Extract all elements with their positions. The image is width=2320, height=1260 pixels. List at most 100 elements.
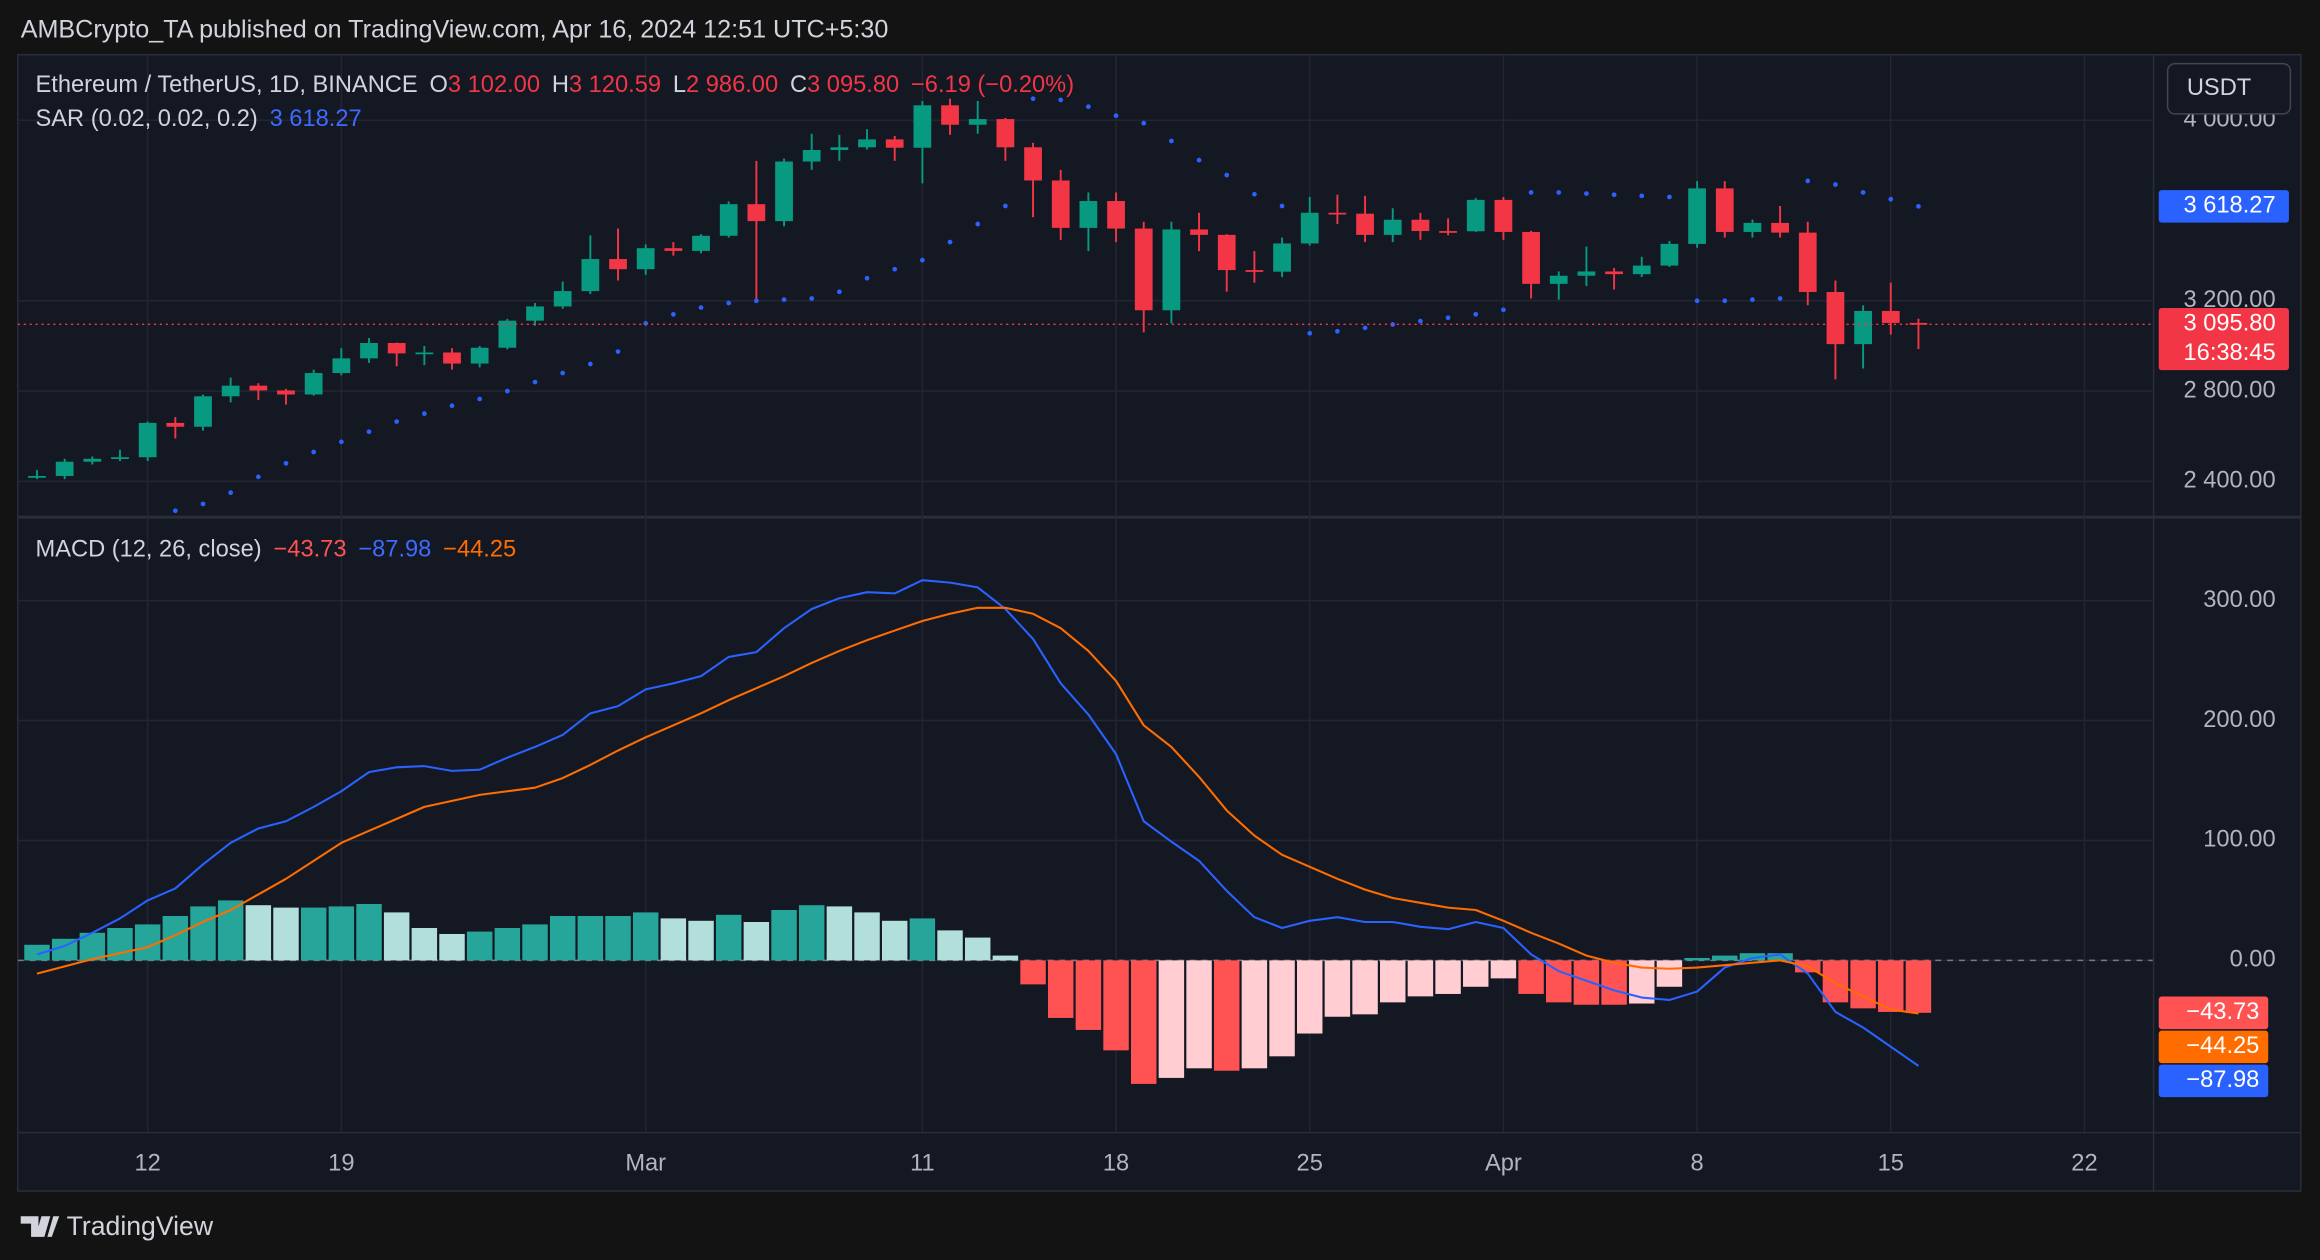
legend: Ethereum / TetherUS, 1D, BINANCE O3 102.0…	[36, 72, 1075, 563]
currency-button[interactable]: USDT	[2166, 62, 2292, 115]
candle-body	[1300, 212, 1319, 244]
sar-dot	[449, 403, 455, 409]
sar-value: 3 618.27	[270, 106, 362, 132]
candle-body	[1328, 212, 1347, 215]
sar-dot	[587, 361, 593, 367]
sar-dot	[200, 501, 206, 507]
sar-dot	[1805, 178, 1811, 184]
candle-body	[553, 291, 572, 307]
sar-dot	[1777, 296, 1783, 301]
candle-body	[470, 347, 489, 364]
x-tick-label: 8	[1691, 1151, 1704, 1177]
currency-button-frame[interactable]	[2166, 62, 2292, 115]
candle-body	[1577, 271, 1596, 276]
sar-dot	[1694, 298, 1700, 304]
macd-pane	[17, 579, 2153, 1084]
sar-dot	[809, 296, 815, 301]
histogram-bar	[743, 921, 770, 961]
sar-dot	[504, 388, 510, 394]
sar-dot	[1473, 311, 1479, 317]
x-tick-label: 12	[134, 1151, 160, 1177]
change-value: −6.19 (−0.20%)	[911, 72, 1074, 98]
sar-dot	[1750, 297, 1755, 303]
candle-body	[55, 461, 74, 476]
ohlc-key: O	[430, 72, 448, 98]
histogram-bar	[1241, 960, 1268, 1069]
brand: TradingView	[20, 1211, 214, 1241]
macd-tag	[2158, 1064, 2269, 1098]
candle-body	[1051, 180, 1070, 228]
candle-body	[1162, 229, 1181, 311]
candle-body	[1605, 271, 1623, 275]
histogram-bar	[964, 937, 991, 961]
sar-dot	[172, 508, 178, 514]
price-tags: 3 618.27 3 095.80 16:38:45 −43.73 −44.25 −87.…	[2158, 190, 2289, 1098]
sar-dot	[1528, 190, 1534, 195]
candle-body	[747, 204, 766, 222]
macd-tag	[2158, 1030, 2269, 1064]
macd-line	[36, 579, 1920, 1067]
sar-dot	[1916, 204, 1921, 209]
ohlc-value: 3 095.80	[807, 72, 899, 98]
sar-dot	[338, 439, 344, 445]
sar-dot	[1445, 315, 1451, 321]
histogram-bar	[1020, 960, 1046, 985]
macd-tag-label: −44.25	[2186, 1033, 2259, 1059]
histogram-bar	[245, 905, 272, 961]
sar-dot	[1362, 325, 1368, 331]
histogram-bar	[411, 927, 438, 961]
candle-body	[1854, 310, 1872, 345]
histogram-bar	[466, 931, 493, 961]
candle-body	[166, 422, 185, 427]
y-tick-label: 100.00	[2203, 827, 2275, 853]
countdown-label: 16:38:45	[2184, 340, 2276, 366]
sar-tag-label: 3 618.27	[2184, 193, 2276, 219]
candle-body	[609, 259, 627, 270]
currency-label[interactable]: USDT	[2187, 75, 2251, 101]
sar-dot	[892, 266, 898, 272]
macd-tag-label: −43.73	[2186, 999, 2259, 1025]
sar-dot	[1556, 190, 1562, 195]
sar-dot	[1224, 172, 1230, 178]
y-tick-label: 2 800.00	[2184, 377, 2276, 403]
sar-dot	[1086, 104, 1091, 110]
sar-dot	[1196, 157, 1202, 163]
histogram-bar	[798, 905, 825, 961]
candle-body	[443, 352, 461, 364]
sar-dot	[837, 289, 842, 295]
candle-body	[194, 396, 212, 427]
candle-body	[360, 343, 378, 359]
candle-body	[28, 475, 46, 478]
histogram-bar	[273, 907, 299, 961]
sar-dot	[394, 419, 400, 424]
histogram-bar	[1739, 953, 1766, 961]
candle-body	[858, 139, 876, 148]
sar-dot	[1279, 203, 1285, 209]
candle-body	[719, 204, 738, 236]
macd-tag-label: −87.98	[2186, 1067, 2259, 1093]
sar-dot	[975, 221, 981, 227]
sar-dot	[311, 449, 317, 455]
histogram-bar	[992, 955, 1019, 961]
sar-dot	[1501, 307, 1506, 313]
histogram-bar	[356, 904, 382, 961]
candle-body	[1383, 219, 1402, 235]
candle-body	[387, 343, 406, 354]
histogram-bar	[1047, 960, 1074, 1018]
y-tick-label: 2 400.00	[2184, 468, 2276, 494]
histogram-bar	[1131, 960, 1157, 1084]
candle-body	[1660, 243, 1679, 266]
candle-body	[1632, 265, 1651, 275]
sar-name: SAR (0.02, 0.02, 0.2)	[36, 106, 258, 132]
sar-dot	[366, 429, 372, 435]
histogram-bar	[937, 930, 963, 961]
candle-body	[885, 139, 904, 148]
histogram-bar	[881, 920, 908, 961]
histogram-bar	[1407, 960, 1434, 997]
histogram-bar	[715, 914, 742, 961]
ohlc-key: H	[552, 72, 569, 98]
histogram-bar	[660, 918, 687, 961]
histogram-value: −43.73	[273, 537, 346, 563]
sar-dot	[1667, 194, 1672, 200]
